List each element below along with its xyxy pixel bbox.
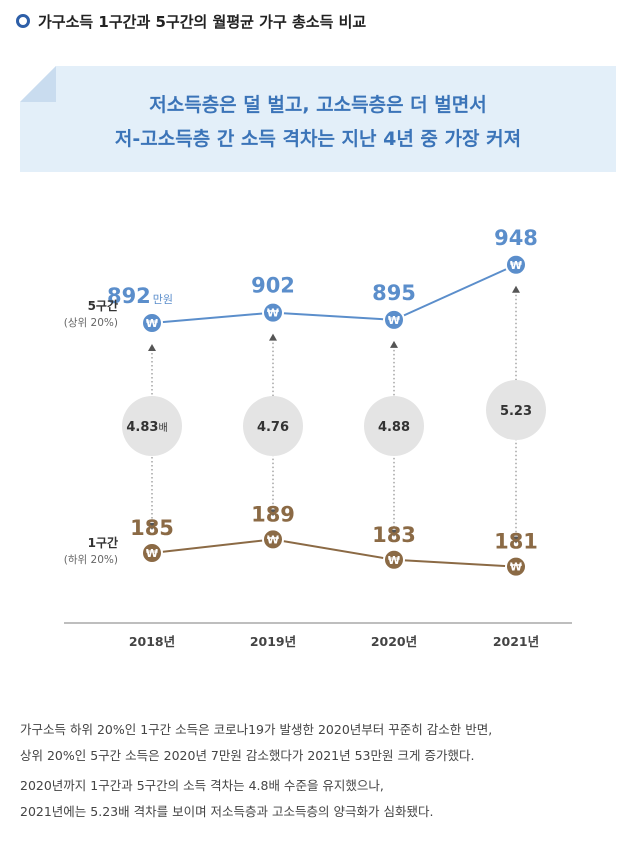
headline-banner: 저소득층은 덜 벌고, 고소득층은 더 벌면서 저-고소득층 간 소득 격차는 …	[20, 66, 616, 172]
note-line: 상위 20%인 5구간 소득은 2020년 7만원 감소했다가 2021년 53…	[20, 748, 475, 763]
ratio-label: 4.76	[257, 420, 289, 435]
data-label: 181	[494, 530, 538, 554]
won-symbol: ₩	[388, 314, 400, 327]
won-icon	[505, 555, 527, 578]
data-label: 189	[251, 502, 295, 526]
ratio-bubble	[486, 380, 546, 440]
won-icon	[141, 312, 163, 334]
won-symbol: ₩	[267, 307, 279, 320]
circle-bullet-icon	[16, 14, 30, 28]
series-line	[151, 538, 517, 568]
income-line-chart: 4.83배 4.76 4.885.23₩892 만원₩902₩895₩948₩185 ₩…	[64, 226, 572, 649]
data-label: 183	[372, 523, 416, 547]
won-symbol: ₩	[146, 317, 158, 330]
headline-line-2: 저-고소득층 간 소득 격차는 지난 4년 중 가장 커져	[114, 128, 522, 150]
ratio-bubble	[122, 396, 182, 456]
series-name-label: 1구간	[88, 535, 118, 550]
won-symbol: ₩	[510, 259, 522, 272]
arrow-down-icon	[390, 529, 398, 537]
won-icon	[383, 548, 405, 571]
ratio-bubble	[364, 396, 424, 456]
data-label: 185	[130, 516, 174, 540]
series-line	[151, 263, 517, 324]
arrow-down-icon	[269, 509, 277, 517]
series-sublabel: (하위 20%)	[64, 553, 118, 566]
note-line: 가구소득 하위 20%인 1구간 소득은 코로나19가 발생한 2020년부터 …	[20, 722, 493, 737]
won-icon	[141, 542, 163, 564]
ratio-label: 4.83배	[126, 420, 167, 435]
won-icon	[262, 301, 284, 324]
won-icon	[262, 528, 284, 551]
ratio-label: 4.88	[378, 420, 410, 435]
series-sublabel: (상위 20%)	[64, 316, 118, 329]
won-symbol: ₩	[510, 561, 522, 574]
note-paragraph-2: 2020년까지 1구간과 5구간의 소득 격차는 4.8배 수준을 유지했으나,…	[20, 776, 620, 822]
ratio-label: 5.23	[500, 404, 532, 419]
data-label: 895	[372, 281, 416, 305]
arrow-up-icon	[148, 344, 156, 351]
note-line: 2020년까지 1구간과 5구간의 소득 격차는 4.8배 수준을 유지했으나,	[20, 778, 384, 793]
x-tick-label: 2020년	[371, 634, 417, 649]
arrow-up-icon	[269, 333, 277, 341]
ratio-bubble	[243, 396, 303, 456]
note-line: 2021년에는 5.23배 격차를 보이며 저소득층과 고소득층의 양극화가 심…	[20, 804, 434, 819]
data-label: 948	[494, 226, 538, 250]
x-tick-label: 2018년	[129, 634, 175, 649]
x-tick-label: 2021년	[493, 634, 539, 649]
note-paragraph-1: 가구소득 하위 20%인 1구간 소득은 코로나19가 발생한 2020년부터 …	[20, 720, 620, 766]
won-symbol: ₩	[388, 554, 400, 567]
arrow-up-icon	[390, 340, 398, 348]
won-icon	[505, 253, 527, 276]
x-tick-label: 2019년	[250, 634, 296, 649]
arrow-down-icon	[148, 523, 156, 530]
data-label: 902	[251, 274, 295, 298]
won-symbol: ₩	[146, 547, 158, 560]
folded-corner-shadow	[20, 66, 56, 102]
headline-line-1: 저소득층은 덜 벌고, 고소득층은 더 벌면서	[149, 94, 487, 116]
won-icon	[383, 308, 405, 331]
arrow-up-icon	[512, 285, 520, 293]
arrow-down-icon	[512, 536, 520, 544]
won-symbol: ₩	[267, 533, 279, 546]
series-name-label: 5구간	[88, 298, 118, 313]
chart-title-bar: 가구소득 1구간과 5구간의 월평균 가구 총소득 비교	[16, 8, 616, 34]
page-title: 가구소득 1구간과 5구간의 월평균 가구 총소득 비교	[38, 12, 367, 31]
